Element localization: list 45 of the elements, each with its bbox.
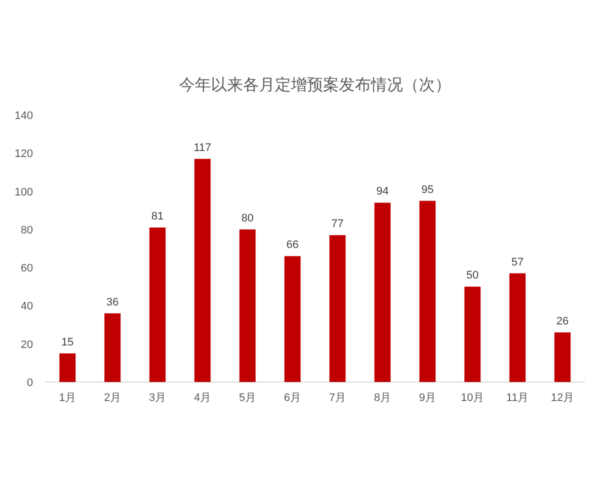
bar xyxy=(194,158,211,382)
x-tick-label: 1月 xyxy=(58,392,76,404)
data-label: 94 xyxy=(376,186,389,198)
x-tick-label: 9月 xyxy=(418,392,436,404)
data-label: 15 xyxy=(61,336,74,348)
bar xyxy=(149,228,166,382)
x-tick-label: 12月 xyxy=(550,392,574,404)
data-label: 36 xyxy=(106,296,119,308)
data-label: 77 xyxy=(331,218,344,230)
x-tick-label: 4月 xyxy=(194,392,212,404)
data-label: 66 xyxy=(286,239,299,252)
y-tick-label: 120 xyxy=(14,148,33,160)
data-label: 117 xyxy=(194,142,212,154)
bar xyxy=(554,332,571,382)
chart-title: 今年以来各月定增预案发布情况（次） xyxy=(179,76,451,94)
data-label: 95 xyxy=(421,184,434,196)
data-label: 80 xyxy=(241,212,254,224)
bar xyxy=(284,256,301,382)
y-tick-label: 100 xyxy=(14,186,33,198)
bar xyxy=(419,200,436,382)
bar xyxy=(239,229,256,382)
x-tick-label: 2月 xyxy=(104,392,122,404)
y-tick-label: 80 xyxy=(20,224,33,236)
y-tick-label: 60 xyxy=(20,262,33,275)
bar xyxy=(104,313,121,382)
bar xyxy=(464,286,481,382)
x-tick-label: 8月 xyxy=(374,392,392,404)
y-tick-label: 140 xyxy=(14,110,33,122)
x-tick-label: 11月 xyxy=(506,392,529,404)
bar xyxy=(329,235,346,382)
x-tick-label: 5月 xyxy=(238,392,256,404)
x-tick-label: 6月 xyxy=(284,392,302,404)
y-tick-label: 40 xyxy=(20,300,33,313)
y-tick-label: 0 xyxy=(26,377,33,389)
y-tick-label: 20 xyxy=(20,338,33,351)
bar xyxy=(59,353,76,382)
bar xyxy=(374,202,391,382)
x-tick-label: 3月 xyxy=(148,392,166,404)
x-tick-label: 10月 xyxy=(460,392,484,404)
data-label: 57 xyxy=(511,256,524,268)
bar xyxy=(509,273,526,382)
data-label: 26 xyxy=(556,315,569,328)
x-tick-label: 7月 xyxy=(328,392,346,404)
data-label: 81 xyxy=(151,210,164,223)
data-label: 50 xyxy=(466,270,479,282)
